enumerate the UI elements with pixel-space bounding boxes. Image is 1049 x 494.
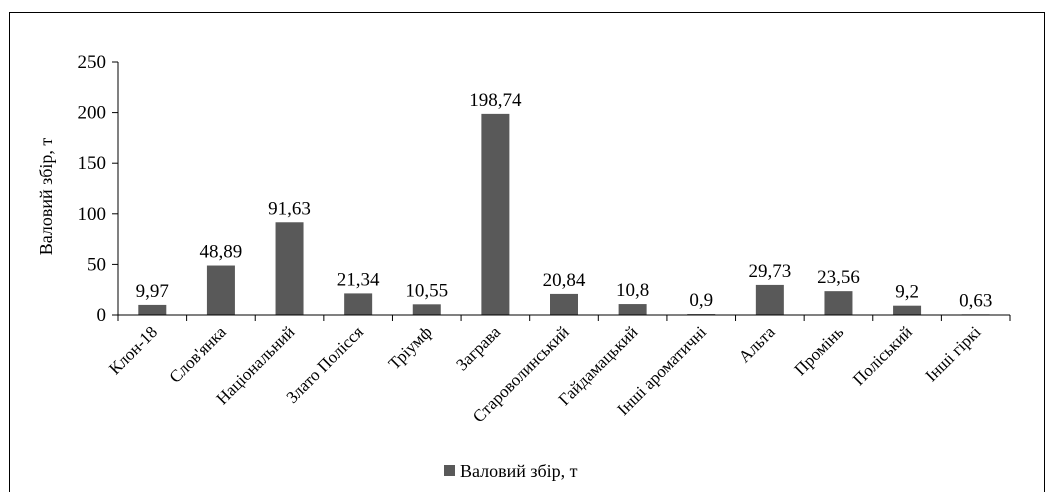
data-label: 9,97	[136, 281, 169, 302]
y-axis: 0 50 100 150 200 250	[78, 52, 119, 326]
category-label: Промінь	[791, 322, 848, 379]
data-label: 48,89	[200, 242, 243, 263]
bar	[206, 265, 235, 315]
category-label: Інші гіркі	[922, 322, 985, 385]
data-label: 21,34	[337, 269, 380, 290]
y-tick-label: 100	[78, 204, 107, 225]
bar	[550, 293, 578, 315]
category-label: Клон-18	[105, 322, 161, 378]
bar	[412, 304, 441, 315]
bars: 9,97 48,89 91,63 21,34 10,55 198,74 20,84 10,8 0…	[136, 90, 992, 315]
bar	[481, 113, 510, 315]
legend-label: Валовий збір, т	[460, 461, 578, 481]
category-label: Поліський	[849, 322, 916, 389]
data-label: 10,55	[405, 280, 448, 301]
category-label: Альта	[735, 322, 779, 366]
bar	[824, 291, 853, 315]
data-label: 29,73	[748, 261, 791, 282]
data-label: 20,84	[543, 270, 586, 291]
category-label: Слов'янка	[165, 322, 230, 387]
category-label: Тріумф	[385, 322, 436, 373]
y-tick-label: 200	[78, 103, 107, 124]
bar	[893, 305, 922, 315]
y-tick-label: 0	[97, 305, 107, 326]
bar	[618, 304, 647, 315]
chart-frame	[9, 12, 1045, 492]
bar	[344, 293, 373, 315]
y-tick-label: 50	[87, 254, 106, 275]
bar	[275, 222, 304, 315]
data-label: 91,63	[268, 198, 311, 219]
data-label: 0,63	[959, 290, 992, 311]
bar	[755, 284, 784, 315]
legend-swatch	[444, 465, 455, 476]
bar	[138, 304, 167, 315]
data-label: 0,9	[689, 290, 713, 311]
data-label: 198,74	[469, 90, 522, 111]
data-label: 10,8	[616, 280, 649, 301]
category-label: Заграва	[452, 322, 504, 374]
y-axis-title: Валовий збір, т	[36, 138, 56, 256]
legend: Валовий збір, т	[444, 461, 578, 481]
data-label: 23,56	[817, 267, 860, 288]
y-tick-label: 150	[78, 153, 107, 174]
data-label: 9,2	[895, 282, 919, 303]
y-tick-label: 250	[78, 52, 107, 73]
